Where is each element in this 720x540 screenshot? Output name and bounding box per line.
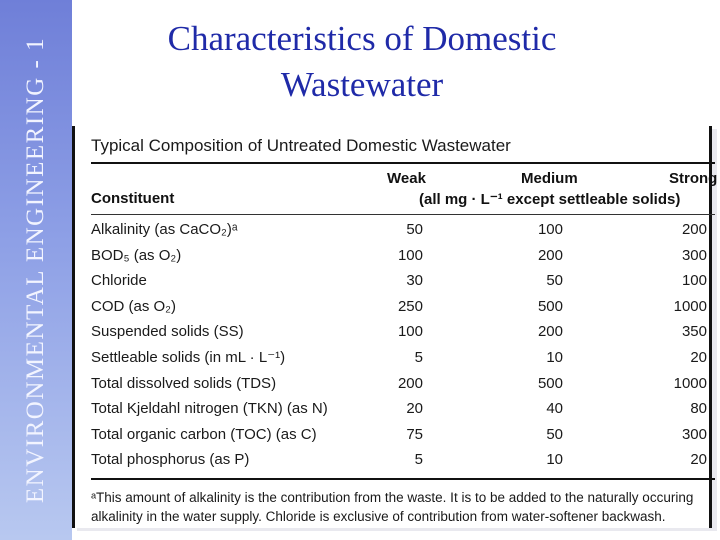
medium-value-cell: 10 [546, 349, 563, 366]
weak-value-cell: 250 [397, 297, 423, 315]
table-row: Settleable solids (in mL · L⁻¹) 5 10 20 [75, 348, 715, 373]
composition-table: Typical Composition of Untreated Domesti… [72, 126, 717, 528]
table-rule-top [91, 162, 715, 164]
slide-title: Characteristics of Domestic Wastewater [72, 16, 652, 108]
weak-value-cell: 30 [406, 272, 423, 290]
strong-value-cell: 20 [690, 349, 707, 366]
table-rule-bottom [91, 478, 715, 480]
weak-value-cell: 200 [397, 374, 423, 392]
header-weak: Weak [387, 170, 426, 187]
table-row: Alkalinity (as CaCO₂)ᵃ 50 100 200 [75, 220, 715, 245]
table-row: BOD₅ (as O₂) 100 200 300 [75, 246, 715, 271]
course-label: ENVIRONMENTAL ENGINEERING - 1 [22, 36, 49, 504]
strong-value-cell: 1000 [673, 297, 707, 315]
constituent-cell: Chloride [91, 272, 147, 290]
strong-value-cell: 1000 [673, 374, 707, 392]
constituent-cell: BOD₅ (as O₂) [91, 246, 182, 264]
constituent-cell: Suspended solids (SS) [91, 323, 244, 341]
table-row: Suspended solids (SS) 100 200 350 [75, 322, 715, 347]
slide-title-line-2: Wastewater [280, 65, 444, 104]
strong-value-cell: 20 [690, 451, 707, 469]
medium-value-cell: 500 [537, 374, 563, 392]
constituent-cell: Total Kjeldahl nitrogen (TKN) (as N) [91, 400, 328, 418]
strong-value-cell: 200 [681, 221, 707, 238]
constituent-cell: Total organic carbon (TOC) (as C) [91, 425, 317, 443]
slide-title-line-1: Characteristics of Domestic [167, 19, 557, 58]
constituent-cell: Total dissolved solids (TDS) [91, 374, 277, 392]
header-medium: Medium [521, 170, 578, 187]
table-row: COD (as O₂) 250 500 1000 [75, 297, 715, 322]
weak-value-cell: 5 [414, 349, 423, 366]
weak-value-cell: 5 [414, 451, 423, 469]
medium-value-cell: 500 [537, 297, 563, 315]
medium-value-cell: 50 [546, 425, 563, 443]
strong-value-cell: 80 [690, 400, 707, 418]
table-footnote: ᵃThis amount of alkalinity is the contri… [91, 490, 694, 524]
sidebar-band: ENVIRONMENTAL ENGINEERING - 1 [0, 0, 72, 540]
medium-value-cell: 200 [537, 246, 563, 264]
table-row: Total organic carbon (TOC) (as C) 75 50 300 [75, 425, 715, 450]
weak-value-cell: 20 [406, 400, 423, 418]
constituent-cell: Settleable solids (in mL · L⁻¹) [91, 349, 286, 366]
table-title: Typical Composition of Untreated Domesti… [91, 136, 511, 155]
medium-value-cell: 200 [537, 323, 563, 341]
strong-value-cell: 300 [681, 246, 707, 264]
header-constituent: Constituent [91, 190, 175, 207]
medium-value-cell: 40 [546, 400, 563, 418]
constituent-cell: Total phosphorus (as P) [91, 451, 250, 469]
medium-value-cell: 10 [546, 451, 563, 469]
table-rule-header [91, 214, 715, 215]
table-row: Total dissolved solids (TDS) 200 500 1000 [75, 374, 715, 399]
constituent-cell: Alkalinity (as CaCO₂)ᵃ [91, 221, 238, 238]
table-row: Total phosphorus (as P) 5 10 20 [75, 450, 715, 475]
strong-value-cell: 300 [681, 425, 707, 443]
medium-value-cell: 50 [546, 272, 563, 290]
strong-value-cell: 100 [681, 272, 707, 290]
weak-value-cell: 100 [397, 323, 423, 341]
weak-value-cell: 50 [406, 221, 423, 238]
constituent-cell: COD (as O₂) [91, 297, 176, 315]
strong-value-cell: 350 [681, 323, 707, 341]
header-strong: Strong [669, 170, 718, 187]
medium-value-cell: 100 [537, 221, 563, 238]
weak-value-cell: 75 [406, 425, 423, 443]
table-row: Chloride 30 50 100 [75, 271, 715, 296]
header-units: (all mg · L⁻¹ except settleable solids) [419, 191, 681, 208]
weak-value-cell: 100 [397, 246, 423, 264]
table-row: Total Kjeldahl nitrogen (TKN) (as N) 20 40… [75, 399, 715, 424]
